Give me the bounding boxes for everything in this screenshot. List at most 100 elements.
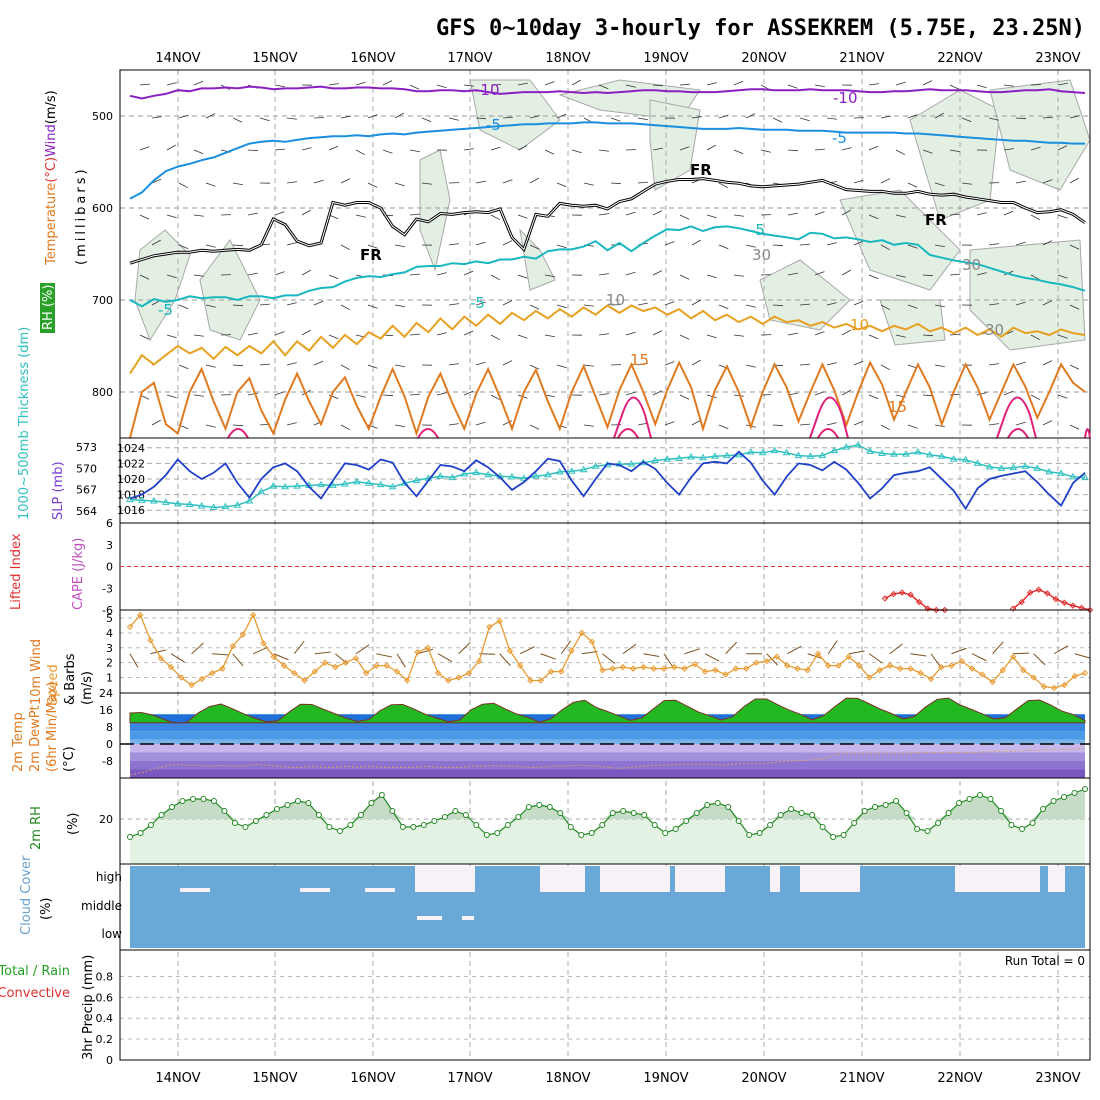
lifted-marker [1069,602,1077,609]
thickness-marker [173,499,182,507]
thickness-marker [579,465,588,473]
wind-barb [691,239,701,246]
wind-marker [321,659,329,666]
rh-legend-swatch [40,283,55,333]
temp-ylabel-part: 2m DewPt [28,705,43,772]
lifted-tick: 6 [106,517,113,530]
rh-marker [452,808,459,814]
rh-marker [609,810,616,816]
lifted-tick: -3 [102,582,113,595]
wind-barb-10m [376,653,393,658]
wind-barb [868,334,879,340]
thickness-marker [185,500,194,508]
date-label-top: 17NOV [447,51,492,66]
wind-barb [328,334,339,340]
wind-barb-10m [437,653,453,663]
wind-marker [814,650,822,657]
wind-barb [166,214,177,219]
wind-barb [1015,421,1026,426]
thickness-marker [961,455,970,463]
wind-barb [1069,244,1080,250]
lifted-marker [1078,604,1085,612]
thickness-marker [161,498,170,505]
thickness-marker [460,470,469,477]
wind-barb [745,244,756,248]
wind-marker [578,629,586,637]
wind-barb [421,117,432,123]
wind-marker [588,638,596,646]
wind-marker [938,663,945,671]
wind-barb [475,361,486,366]
wind-barb [691,116,702,119]
wind-barb [988,423,999,426]
wind-barb [880,178,891,184]
wind-barb [367,364,378,369]
warm-peak [996,396,1037,439]
cloud-clear [462,916,474,920]
wind-barb [301,329,311,336]
wind-barb [907,182,918,188]
wind-barb [679,83,690,86]
precip-label-convective: Convective [0,986,70,1001]
wind-barb-10m [930,653,941,667]
wind-barb [448,303,459,306]
temp-band [130,752,1085,761]
contour-label: -10 [833,89,858,107]
rh-marker [977,792,984,798]
wind-barb [976,272,987,276]
wind-barb [313,300,324,306]
wind-barb [691,299,701,306]
wind-barb [922,394,934,397]
wind-barb [436,392,447,396]
wind-barb [517,145,528,151]
thickness-marker [949,455,958,462]
lifted-marker [1035,586,1042,593]
thickness-marker [830,446,839,454]
rh-marker [147,822,154,828]
wind-marker [1071,672,1078,680]
wind-barb [1003,390,1014,396]
thickness-marker [866,447,875,454]
wind-barb [247,149,259,152]
rh-marker [599,822,606,828]
wind-barb [826,117,837,120]
rh-marker [399,824,406,830]
wind-barb [880,244,891,251]
temp-tick: 16 [99,704,113,717]
wind-barb [949,149,960,153]
thickness-marker [543,470,552,478]
rh-marker [1071,790,1078,796]
rh-shading [519,228,556,291]
wind-barb [286,242,297,246]
wind-barb [529,424,540,430]
wind-barb [1003,148,1014,151]
thickness-marker [913,448,922,455]
wind-barb [544,274,555,278]
wind-barb [1069,364,1080,370]
thickness-tick: 564 [76,505,97,518]
temp-ylabel-part: (6hr Min/Max) [45,682,60,772]
wind-marker [291,669,298,677]
wind-marker [1009,653,1017,660]
wind-barb [907,304,918,309]
thickness-marker [329,481,337,488]
wind-barb [139,214,150,220]
wind-barb [394,304,405,308]
wind-barb [988,243,999,246]
rh-marker [389,808,396,814]
wind-barb-10m [355,644,370,655]
precip-tick: 0.4 [96,1012,114,1025]
thickness-marker [651,456,660,464]
temp-ylabel-part: (°C) [62,746,77,772]
wind-barb [664,301,675,306]
thickness-marker [722,451,731,459]
thickness-marker [985,462,994,470]
wind-barb [475,180,486,184]
wind-barb [139,146,150,151]
wind-barb [841,147,852,151]
wind-barb [706,334,717,339]
wind-barb [826,422,837,426]
rh-marker [578,832,585,838]
wind-barb [949,273,960,276]
slp-tick: 1016 [117,504,145,517]
